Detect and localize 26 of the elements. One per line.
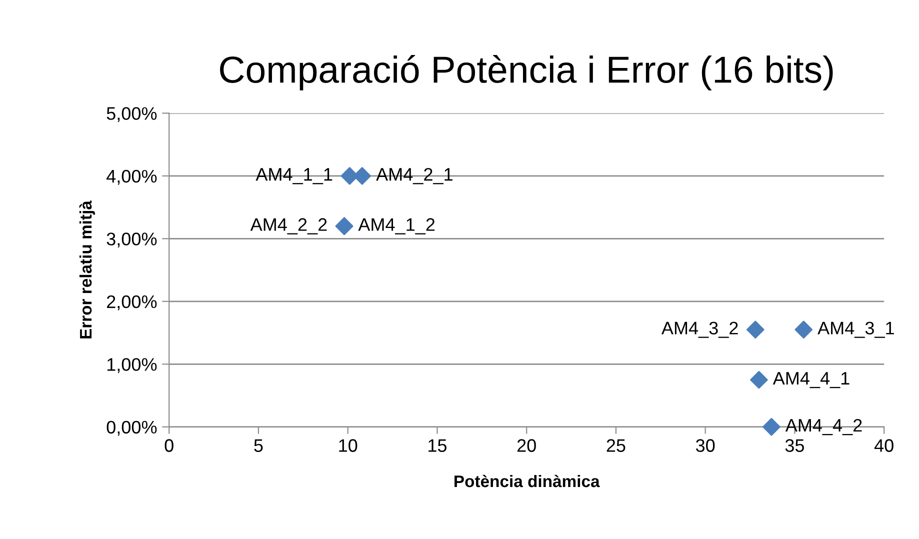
annotation: AM4_4_1 [772, 372, 850, 388]
annotation: AM4_3_2 [661, 322, 738, 338]
x-tick-label: 20 [517, 439, 536, 452]
annotation: AM4_1_2 [358, 218, 435, 234]
y-tick-label: 2,00% [107, 295, 157, 310]
annotation: AM4_3_1 [818, 322, 894, 338]
x-tick-label: 15 [428, 439, 446, 452]
y-tick-label: 1,00% [107, 358, 157, 373]
y-tick-label: 3,00% [106, 232, 157, 248]
y-tick-label: 5,00% [106, 107, 157, 122]
chart-title: Comparació Potència i Error (16 bits) [220, 55, 833, 90]
annotation: AM4_1_1 [256, 168, 332, 184]
x-tick-label: 30 [696, 439, 715, 452]
annotation: AM4_2_1 [376, 168, 452, 184]
x-tick-label: 40 [874, 439, 894, 452]
x-tick-label: 25 [606, 439, 626, 452]
x-tick-label: 10 [339, 439, 358, 452]
y-axis-title: Error relatiu mitjà [79, 200, 95, 338]
annotation: AM4_2_2 [250, 218, 327, 234]
x-tick-label: 0 [164, 439, 174, 452]
x-tick-label: 5 [254, 439, 263, 452]
y-tick-label: 4,00% [106, 170, 157, 185]
y-tick-label: 0,00% [106, 420, 157, 436]
annotation: AM4_4_2 [785, 418, 862, 436]
x-axis-title: Potència dinàmica [454, 474, 600, 488]
x-tick-label: 35 [785, 439, 804, 452]
